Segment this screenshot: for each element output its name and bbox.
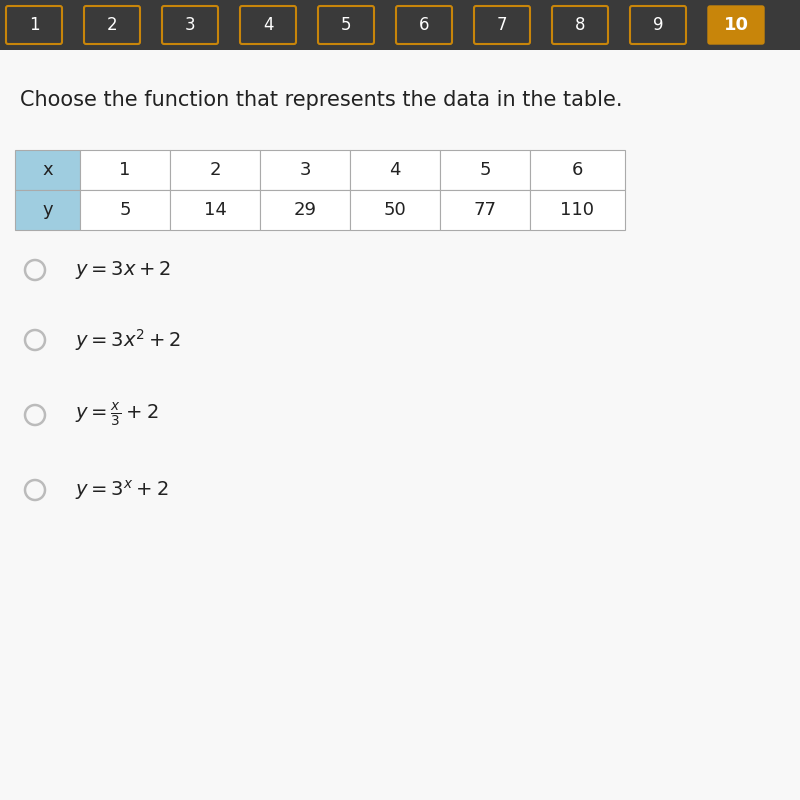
Bar <box>260 190 350 230</box>
Text: $y = \frac{x}{3} + 2$: $y = \frac{x}{3} + 2$ <box>75 401 158 429</box>
FancyBboxPatch shape <box>6 6 62 44</box>
FancyBboxPatch shape <box>240 6 296 44</box>
Text: 5: 5 <box>341 16 351 34</box>
Bar <box>350 190 440 230</box>
Bar <box>440 190 530 230</box>
Text: $y = 3^x + 2$: $y = 3^x + 2$ <box>75 478 169 502</box>
Bar <box>530 150 625 190</box>
Bar <box>0 0 800 50</box>
FancyBboxPatch shape <box>552 6 608 44</box>
Text: $y = 3x + 2$: $y = 3x + 2$ <box>75 259 171 281</box>
Text: 50: 50 <box>384 201 406 219</box>
FancyBboxPatch shape <box>396 6 452 44</box>
Text: 6: 6 <box>572 161 583 179</box>
Circle shape <box>25 330 45 350</box>
Text: x: x <box>42 161 53 179</box>
Text: $y = 3x^2 + 2$: $y = 3x^2 + 2$ <box>75 327 182 353</box>
Text: 3: 3 <box>185 16 195 34</box>
Bar <box>15 150 80 190</box>
Circle shape <box>25 260 45 280</box>
FancyBboxPatch shape <box>630 6 686 44</box>
Bar <box>15 190 80 230</box>
Text: 4: 4 <box>390 161 401 179</box>
Bar <box>80 150 170 190</box>
Text: 9: 9 <box>653 16 663 34</box>
FancyBboxPatch shape <box>708 6 764 44</box>
Text: Choose the function that represents the data in the table.: Choose the function that represents the … <box>20 90 622 110</box>
Text: 10: 10 <box>723 16 749 34</box>
Circle shape <box>25 480 45 500</box>
FancyBboxPatch shape <box>318 6 374 44</box>
Text: 1: 1 <box>119 161 130 179</box>
Circle shape <box>25 405 45 425</box>
Bar <box>170 190 260 230</box>
Bar <box>170 150 260 190</box>
Text: 14: 14 <box>203 201 226 219</box>
Bar <box>350 150 440 190</box>
Text: 2: 2 <box>106 16 118 34</box>
Bar <box>80 190 170 230</box>
Text: 3: 3 <box>299 161 310 179</box>
Text: 29: 29 <box>294 201 317 219</box>
Text: 5: 5 <box>479 161 490 179</box>
Text: 77: 77 <box>474 201 497 219</box>
Bar <box>530 190 625 230</box>
Bar <box>440 150 530 190</box>
Text: 8: 8 <box>574 16 586 34</box>
FancyBboxPatch shape <box>162 6 218 44</box>
Bar <box>260 150 350 190</box>
Text: 110: 110 <box>561 201 594 219</box>
Text: 4: 4 <box>262 16 274 34</box>
Text: y: y <box>42 201 53 219</box>
Text: 6: 6 <box>418 16 430 34</box>
FancyBboxPatch shape <box>474 6 530 44</box>
FancyBboxPatch shape <box>84 6 140 44</box>
Text: 7: 7 <box>497 16 507 34</box>
Text: 2: 2 <box>210 161 221 179</box>
Text: 5: 5 <box>119 201 130 219</box>
Text: 1: 1 <box>29 16 39 34</box>
